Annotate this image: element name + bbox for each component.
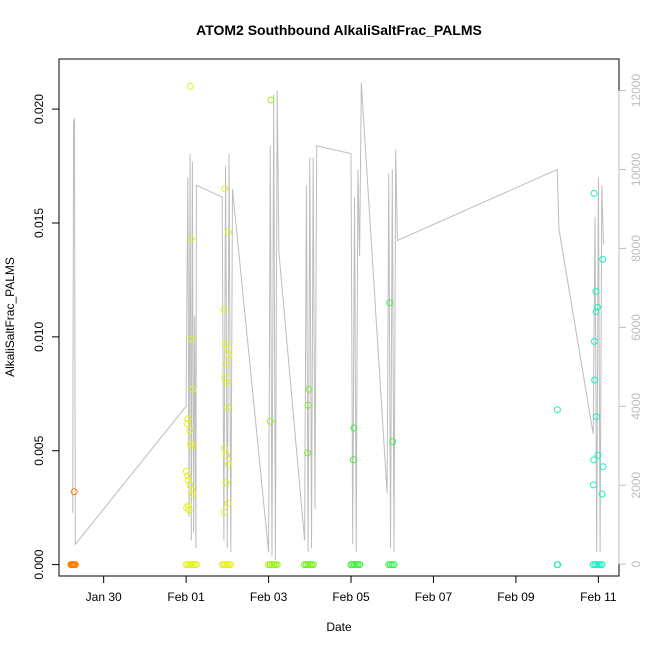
data-point [186,481,194,489]
x-axis: Jan 30 Feb 01 Feb 03 Feb 05 Feb 07 Feb 09 Feb … [86,575,617,604]
data-point [305,385,313,393]
data-point [227,561,235,569]
altitude-line [72,82,604,561]
data-point [594,303,601,311]
data-point [220,508,228,516]
data-point [186,426,194,434]
data-point [598,490,606,498]
x-axis-label: Date [326,620,352,634]
data-point [185,506,193,514]
data-point [599,463,607,471]
data-point [188,335,196,343]
data-point [266,417,274,425]
data-point [183,419,191,427]
data-point [350,424,358,432]
data-point [356,561,364,569]
y2-tick-label: 6000 [629,314,643,341]
y-axis-label: AlkaliSaltFrac_PALMS [3,257,17,377]
x-tick-label: Feb 09 [497,590,535,604]
chart-title: ATOM2 Southbound AlkaliSaltFrac_PALMS [196,22,482,38]
data-point [189,490,197,498]
data-point [189,385,197,393]
data-point [222,479,230,487]
data-point [304,401,312,409]
data-point [222,451,230,459]
data-point [183,504,191,512]
data-point [592,308,600,316]
data-point [225,460,232,468]
data-point [222,340,230,348]
x-tick-label: Feb 03 [250,590,288,604]
data-point [223,344,231,352]
data-point [70,488,78,496]
y-tick-label: 0.005 [32,435,46,465]
data-point [221,445,228,452]
y-axis: 0.000 0.005 0.010 0.015 0.020 [32,94,60,580]
data-point [304,449,311,457]
x-tick-label: Jan 30 [86,590,122,604]
scatter-points-layer [67,82,607,569]
y-tick-label: 0.010 [32,322,46,352]
data-point [188,486,196,493]
y2-tick-label: 12000 [629,74,643,108]
data-point [554,561,562,569]
data-point [591,376,599,384]
data-point [273,561,281,569]
x-tick-label: Feb 11 [580,590,617,604]
x-tick-label: Feb 05 [332,590,370,604]
data-point [590,456,598,464]
data-point [309,561,317,569]
data-point [592,413,600,421]
data-point [223,360,230,368]
data-point [183,472,191,480]
data-point [386,299,394,307]
data-point [349,456,357,464]
y2-tick-label: 4000 [629,393,643,420]
y2-axis: 0 2000 4000 6000 8000 10000 12000 [618,74,643,568]
altitude-line-layer [72,82,604,561]
x-tick-label: Feb 07 [415,590,453,604]
y2-tick-label: 0 [629,561,643,568]
data-point [221,185,229,193]
y2-tick-label: 10000 [629,152,643,186]
data-point [187,235,195,243]
data-point [389,438,397,446]
data-point [188,442,196,450]
data-point [590,481,597,489]
data-point [184,476,192,484]
y2-tick-label: 2000 [629,472,643,499]
data-point [390,561,398,569]
data-point [221,374,229,382]
data-point [598,561,606,569]
y-tick-label: 0.015 [32,208,46,238]
data-point [594,451,602,459]
data-point [184,415,192,423]
y-tick-label: 0.020 [32,94,46,124]
data-point [182,467,190,475]
data-point [71,561,79,569]
data-point [590,337,598,345]
data-point [186,82,194,90]
plot-frame [58,58,620,577]
data-point [590,189,598,197]
data-point [267,96,275,104]
data-point [599,255,607,263]
data-point [192,561,200,569]
data-point [224,499,232,507]
y2-tick-label: 8000 [629,235,643,262]
data-point [220,306,228,313]
data-point [223,378,231,386]
data-point [224,404,232,411]
data-point [224,228,232,236]
data-point [592,287,600,295]
y-tick-label: 0.000 [32,549,46,579]
data-point [225,351,233,359]
data-point [553,406,561,414]
x-tick-label: Feb 01 [167,590,205,604]
